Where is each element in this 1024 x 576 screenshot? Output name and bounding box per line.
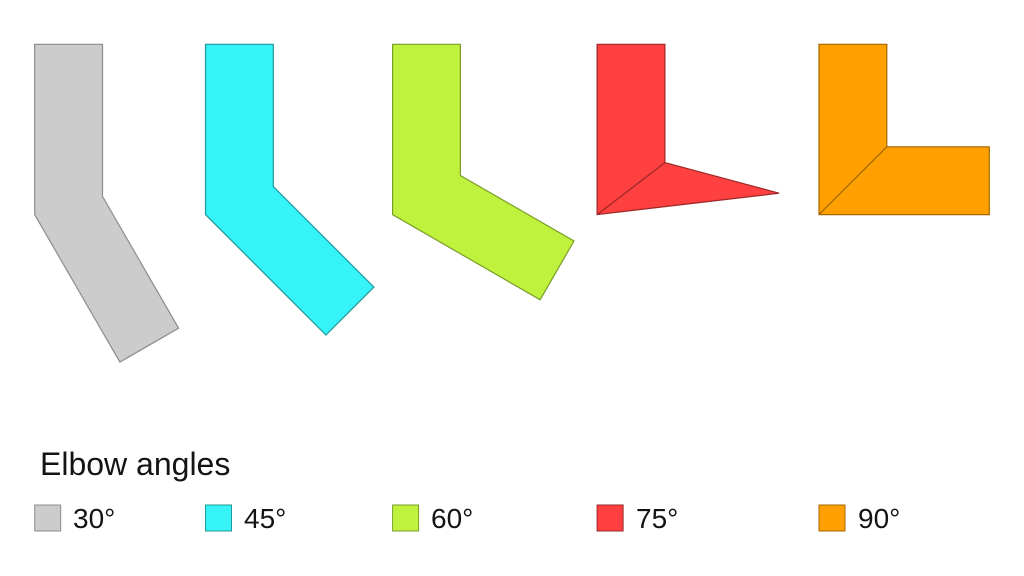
svg-text:75°: 75° xyxy=(636,503,678,534)
svg-text:60°: 60° xyxy=(431,503,473,534)
svg-text:45°: 45° xyxy=(244,503,286,534)
svg-text:30°: 30° xyxy=(73,503,115,534)
svg-text:Elbow angles: Elbow angles xyxy=(40,446,230,482)
svg-text:90°: 90° xyxy=(858,503,900,534)
